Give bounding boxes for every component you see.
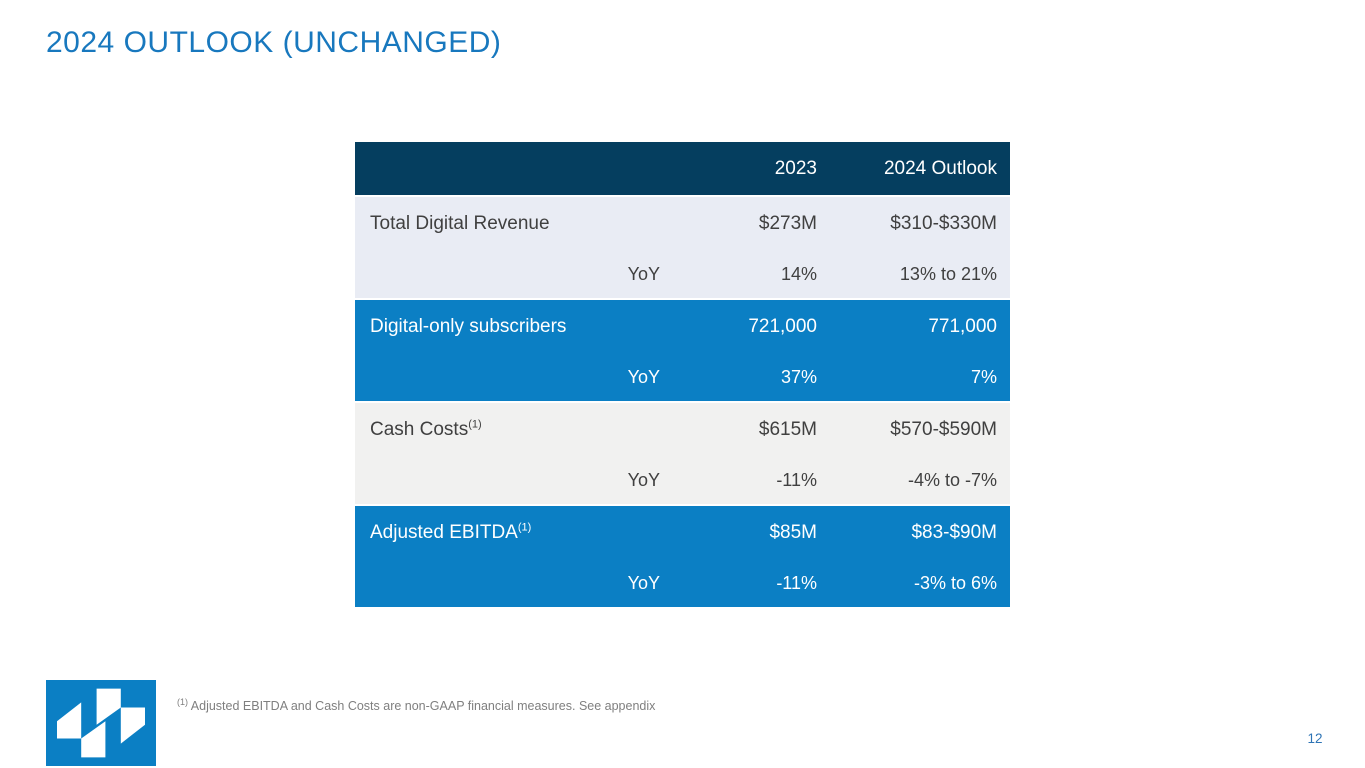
footnote: (1) Adjusted EBITDA and Cash Costs are n… (177, 696, 656, 713)
col-header-2024-outlook: 2024 Outlook (883, 157, 997, 179)
value-2023: $85M (769, 522, 817, 543)
table-row: Adjusted EBITDA(1) $85M $83-$90M (355, 506, 1010, 560)
yoy-2023: -11% (776, 470, 817, 490)
company-logo (46, 680, 156, 766)
value-2024-outlook: $570-$590M (890, 419, 997, 440)
yoy-2024-outlook: -4% to -7% (907, 470, 997, 490)
yoy-2024-outlook: 13% to 21% (899, 264, 997, 284)
value-2023: 721,000 (748, 316, 817, 337)
yoy-2024-outlook: -3% to 6% (913, 573, 997, 593)
yoy-2023: -11% (776, 573, 817, 593)
value-2023: $273M (758, 213, 817, 234)
yoy-2023: 14% (780, 264, 817, 284)
yoy-2024-outlook: 7% (970, 367, 997, 387)
table-row: Cash Costs(1) $615M $570-$590M (355, 403, 1010, 457)
table-header-row: 2023 2024 Outlook (355, 142, 1010, 195)
value-2023: $615M (758, 419, 817, 440)
table-row-yoy: YoY 37% 7% (355, 354, 1010, 401)
table-group-cash-costs: Cash Costs(1) $615M $570-$590M YoY -11% … (355, 401, 1010, 504)
yoy-label: YoY (627, 470, 660, 490)
footnote-marker: (1) (177, 696, 188, 707)
metric-label: Digital-only subscribers (355, 316, 605, 338)
table-row-yoy: YoY 14% 13% to 21% (355, 251, 1010, 298)
value-2024-outlook: $83-$90M (911, 522, 997, 543)
value-2024-outlook: $310-$330M (890, 213, 997, 234)
table-group-digital-only-subscribers: Digital-only subscribers 721,000 771,000… (355, 298, 1010, 401)
footnote-ref: (1) (468, 418, 482, 431)
metric-label-text: Total Digital Revenue (370, 213, 550, 234)
outlook-table: 2023 2024 Outlook Total Digital Revenue … (355, 142, 1010, 607)
yoy-2023: 37% (780, 367, 817, 387)
table-row-yoy: YoY -11% -3% to 6% (355, 560, 1010, 607)
page-title: 2024 OUTLOOK (UNCHANGED) (46, 26, 502, 59)
value-2024-outlook: 771,000 (928, 316, 997, 337)
yoy-label: YoY (627, 573, 660, 593)
table-group-total-digital-revenue: Total Digital Revenue $273M $310-$330M Y… (355, 195, 1010, 298)
metric-label: Cash Costs(1) (355, 419, 605, 441)
metric-label: Adjusted EBITDA(1) (355, 522, 605, 544)
yoy-label: YoY (627, 264, 660, 284)
table-row: Digital-only subscribers 721,000 771,000 (355, 300, 1010, 354)
footnote-text: Adjusted EBITDA and Cash Costs are non-G… (188, 699, 656, 713)
page-number: 12 (1307, 731, 1323, 746)
metric-label-text: Adjusted EBITDA (370, 522, 518, 543)
table-group-adjusted-ebitda: Adjusted EBITDA(1) $85M $83-$90M YoY -11… (355, 504, 1010, 607)
table-row: Total Digital Revenue $273M $310-$330M (355, 197, 1010, 251)
pinwheel-icon (57, 688, 145, 758)
yoy-label: YoY (627, 367, 660, 387)
footnote-ref: (1) (517, 521, 532, 534)
table-row-yoy: YoY -11% -4% to -7% (355, 457, 1010, 504)
metric-label-text: Cash Costs (370, 419, 469, 440)
metric-label: Total Digital Revenue (355, 213, 605, 235)
metric-label-text: Digital-only subscribers (370, 316, 567, 337)
col-header-2023: 2023 (774, 157, 817, 179)
